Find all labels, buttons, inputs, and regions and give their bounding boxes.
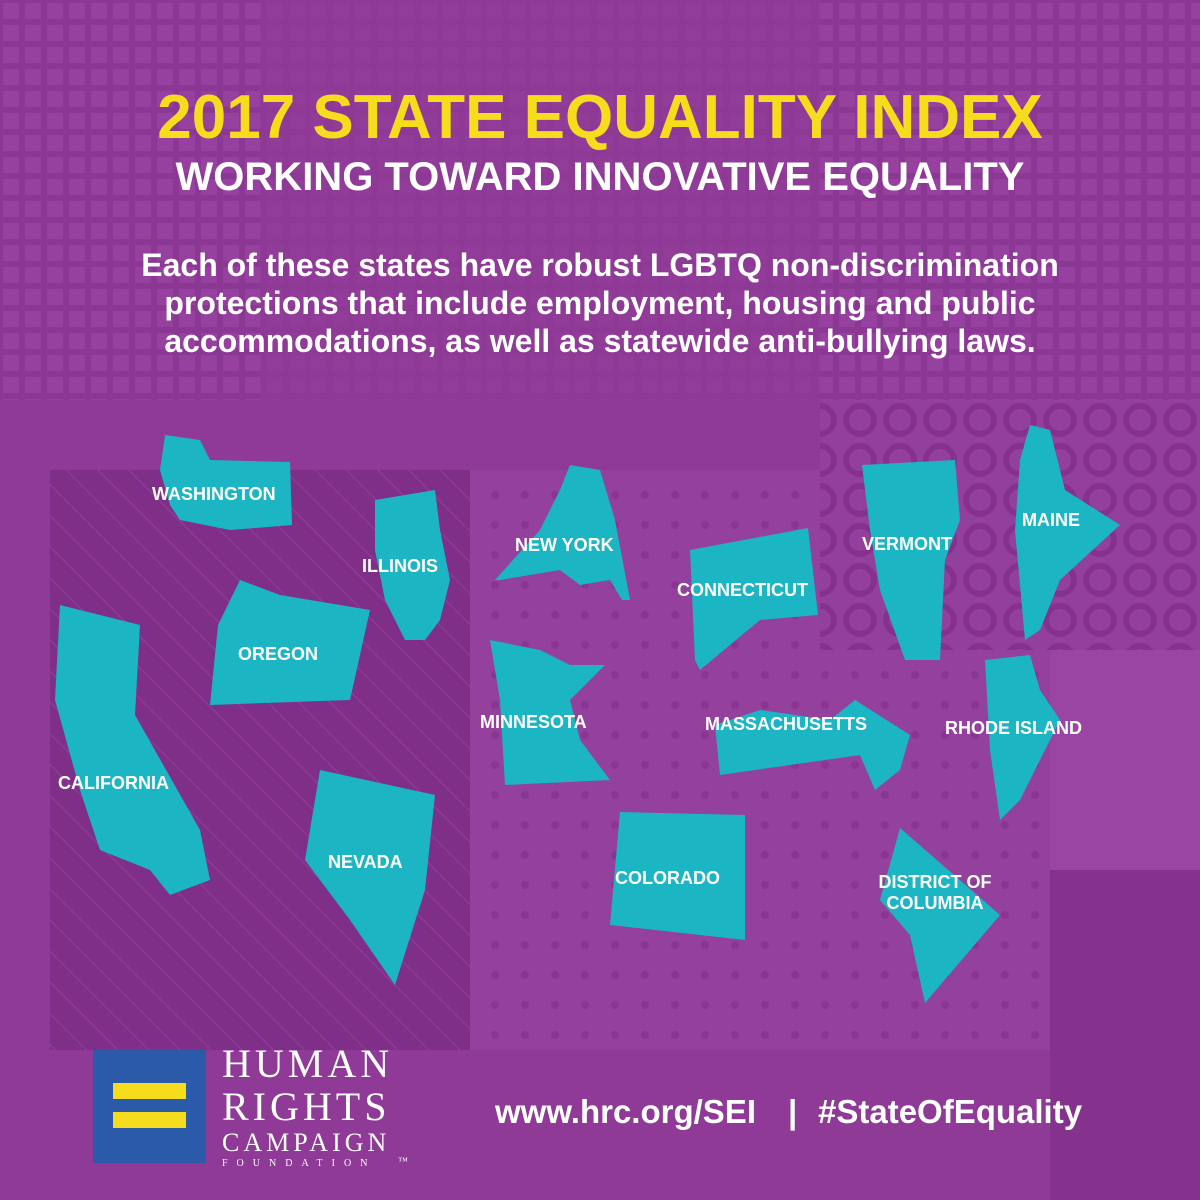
state-label: NEW YORK [515, 535, 614, 555]
state-label: OREGON [238, 644, 319, 664]
state-label: MASSACHUSETTS [705, 714, 868, 734]
state-label: ILLINOIS [362, 556, 438, 576]
state-label: VERMONT [862, 534, 952, 554]
footer-separator: | [788, 1093, 798, 1130]
state-label: NEVADA [328, 852, 403, 872]
state-label: DISTRICT OF COLUMBIA [878, 872, 992, 913]
logo-trademark: ™ [398, 1156, 412, 1167]
logo-text: CAMPAIGN [222, 1128, 391, 1157]
state-label: CONNECTICUT [677, 580, 808, 600]
subtitle: WORKING TOWARD INNOVATIVE EQUALITY [175, 155, 1025, 199]
logo-text: FOUNDATION [222, 1158, 377, 1169]
state-label: COLORADO [615, 868, 720, 888]
description-line: Each of these states have robust LGBTQ n… [141, 247, 1059, 283]
logo-text: HUMAN [222, 1041, 394, 1086]
state-label: RHODE ISLAND [945, 718, 1083, 738]
footer-link[interactable]: www.hrc.org/SEI [495, 1093, 756, 1130]
title: 2017 STATE EQUALITY INDEX [157, 83, 1043, 152]
footer-hashtag[interactable]: #StateOfEquality [818, 1093, 1083, 1130]
hrc-logo-mark [93, 1050, 206, 1163]
state-label: MAINE [1022, 510, 1080, 530]
state-label: WASHINGTON [152, 484, 276, 504]
state-shapes [55, 425, 1120, 1003]
state-label: MINNESOTA [480, 712, 587, 732]
description-line: accommodations, as well as statewide ant… [164, 323, 1036, 359]
state-label: CALIFORNIA [58, 773, 169, 793]
logo-text: RIGHTS [222, 1084, 391, 1129]
description-line: protections that include employment, hou… [164, 285, 1036, 321]
